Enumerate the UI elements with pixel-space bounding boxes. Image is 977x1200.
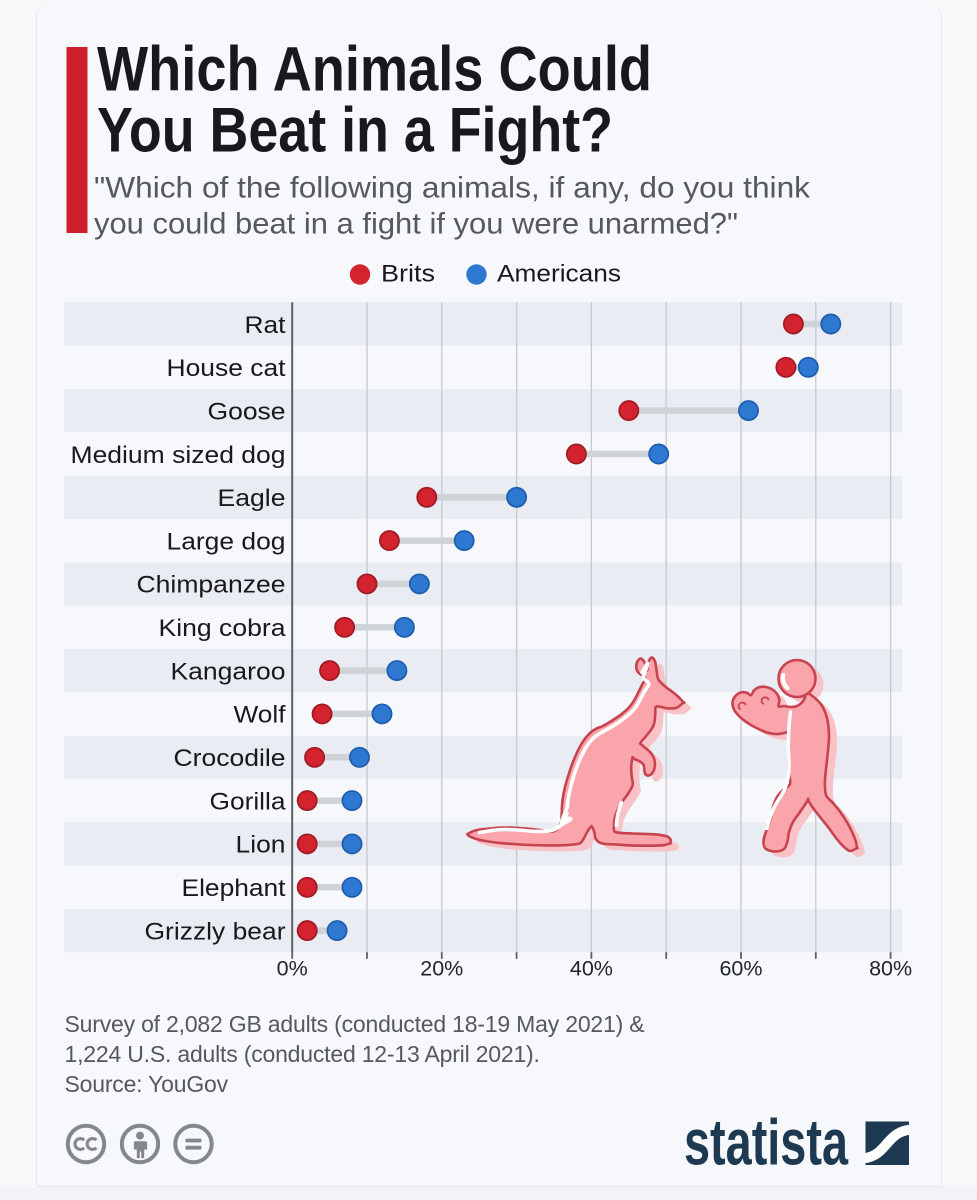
svg-text:You Beat in a Fight?: You Beat in a Fight? — [97, 96, 613, 166]
svg-text:Lion: Lion — [236, 832, 286, 859]
svg-text:0%: 0% — [277, 957, 308, 981]
svg-text:Goose: Goose — [208, 398, 286, 425]
svg-text:Gorilla: Gorilla — [210, 788, 286, 815]
svg-text:Brits: Brits — [381, 261, 435, 288]
svg-text:Rat: Rat — [245, 312, 286, 339]
svg-text:Grizzly bear: Grizzly bear — [145, 918, 286, 945]
svg-text:Eagle: Eagle — [218, 485, 286, 512]
svg-text:Source: YouGov: Source: YouGov — [65, 1071, 229, 1097]
svg-text:80%: 80% — [869, 957, 912, 981]
svg-text:Americans: Americans — [497, 261, 621, 288]
svg-text:Kangaroo: Kangaroo — [171, 658, 286, 685]
svg-text:20%: 20% — [420, 957, 463, 981]
svg-text:Crocodile: Crocodile — [174, 745, 286, 772]
svg-text:King cobra: King cobra — [159, 615, 286, 642]
svg-text:"Which of the following animal: "Which of the following animals, if any,… — [94, 172, 811, 205]
svg-text:Large dog: Large dog — [167, 528, 286, 555]
svg-text:Chimpanzee: Chimpanzee — [137, 572, 286, 599]
svg-text:Survey of 2,082 GB adults (con: Survey of 2,082 GB adults (conducted 18-… — [65, 1011, 645, 1037]
svg-text:40%: 40% — [570, 957, 613, 981]
svg-text:Wolf: Wolf — [234, 702, 286, 729]
svg-text:Elephant: Elephant — [182, 875, 286, 902]
svg-text:60%: 60% — [719, 957, 762, 981]
svg-text:Medium sized dog: Medium sized dog — [71, 442, 286, 469]
svg-text:1,224 U.S. adults (conducted 1: 1,224 U.S. adults (conducted 12-13 April… — [65, 1041, 540, 1067]
svg-text:Which Animals Could: Which Animals Could — [97, 35, 652, 105]
svg-text:House cat: House cat — [167, 355, 286, 382]
svg-text:statista: statista — [684, 1107, 849, 1179]
svg-text:you could beat in a fight if y: you could beat in a fight if you were un… — [94, 208, 738, 241]
